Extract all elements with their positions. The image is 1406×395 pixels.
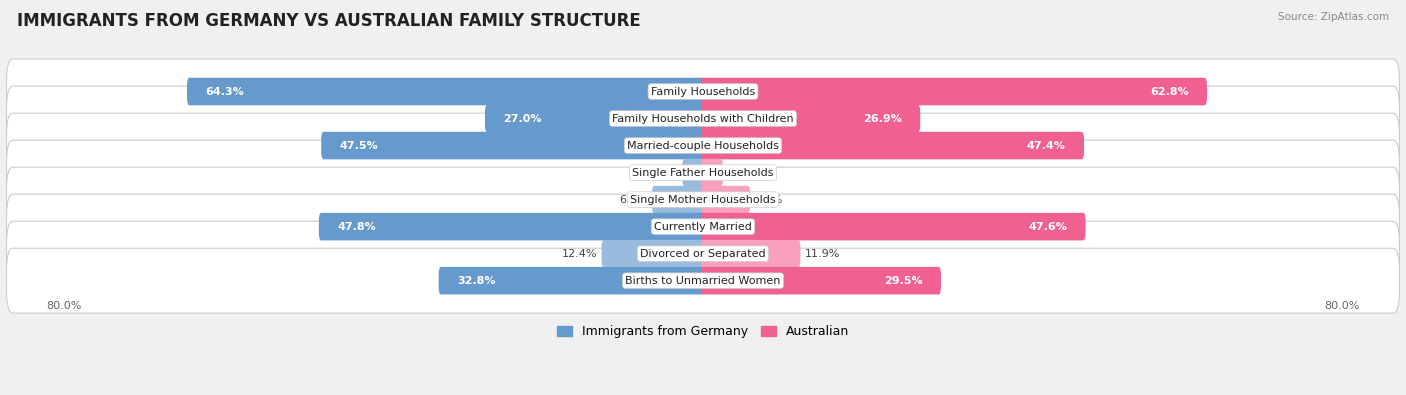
Text: 2.3%: 2.3% — [650, 167, 678, 178]
Text: 26.9%: 26.9% — [863, 113, 901, 124]
Text: 11.9%: 11.9% — [804, 248, 839, 259]
Text: Single Father Households: Single Father Households — [633, 167, 773, 178]
FancyBboxPatch shape — [700, 186, 751, 213]
FancyBboxPatch shape — [485, 105, 706, 132]
Text: 32.8%: 32.8% — [457, 276, 495, 286]
FancyBboxPatch shape — [700, 213, 1085, 241]
Text: Single Mother Households: Single Mother Households — [630, 195, 776, 205]
Text: 47.8%: 47.8% — [337, 222, 375, 231]
Text: Currently Married: Currently Married — [654, 222, 752, 231]
FancyBboxPatch shape — [7, 221, 1399, 286]
Legend: Immigrants from Germany, Australian: Immigrants from Germany, Australian — [553, 320, 853, 343]
FancyBboxPatch shape — [700, 132, 1084, 159]
FancyBboxPatch shape — [7, 194, 1399, 259]
FancyBboxPatch shape — [700, 267, 941, 294]
FancyBboxPatch shape — [602, 240, 706, 267]
FancyBboxPatch shape — [7, 248, 1399, 313]
FancyBboxPatch shape — [682, 159, 706, 186]
Text: 2.2%: 2.2% — [727, 167, 755, 178]
FancyBboxPatch shape — [187, 78, 706, 105]
FancyBboxPatch shape — [7, 167, 1399, 232]
FancyBboxPatch shape — [321, 132, 706, 159]
Text: Births to Unmarried Women: Births to Unmarried Women — [626, 276, 780, 286]
Text: 29.5%: 29.5% — [884, 276, 922, 286]
FancyBboxPatch shape — [700, 240, 800, 267]
FancyBboxPatch shape — [7, 59, 1399, 124]
FancyBboxPatch shape — [700, 105, 921, 132]
Text: Divorced or Separated: Divorced or Separated — [640, 248, 766, 259]
FancyBboxPatch shape — [7, 86, 1399, 151]
Text: 47.5%: 47.5% — [340, 141, 378, 150]
Text: Source: ZipAtlas.com: Source: ZipAtlas.com — [1278, 12, 1389, 22]
FancyBboxPatch shape — [439, 267, 706, 294]
Text: 64.3%: 64.3% — [205, 87, 245, 96]
Text: 80.0%: 80.0% — [46, 301, 82, 311]
FancyBboxPatch shape — [319, 213, 706, 241]
Text: Family Households: Family Households — [651, 87, 755, 96]
Text: 80.0%: 80.0% — [1324, 301, 1360, 311]
FancyBboxPatch shape — [652, 186, 706, 213]
Text: 12.4%: 12.4% — [562, 248, 598, 259]
FancyBboxPatch shape — [700, 159, 723, 186]
Text: 47.4%: 47.4% — [1026, 141, 1066, 150]
Text: Married-couple Households: Married-couple Households — [627, 141, 779, 150]
Text: 5.6%: 5.6% — [754, 195, 782, 205]
Text: IMMIGRANTS FROM GERMANY VS AUSTRALIAN FAMILY STRUCTURE: IMMIGRANTS FROM GERMANY VS AUSTRALIAN FA… — [17, 12, 641, 30]
Text: Family Households with Children: Family Households with Children — [612, 113, 794, 124]
Text: 47.6%: 47.6% — [1028, 222, 1067, 231]
Text: 27.0%: 27.0% — [503, 113, 541, 124]
FancyBboxPatch shape — [7, 140, 1399, 205]
FancyBboxPatch shape — [7, 113, 1399, 178]
Text: 6.1%: 6.1% — [620, 195, 648, 205]
FancyBboxPatch shape — [700, 78, 1206, 105]
Text: 62.8%: 62.8% — [1150, 87, 1188, 96]
